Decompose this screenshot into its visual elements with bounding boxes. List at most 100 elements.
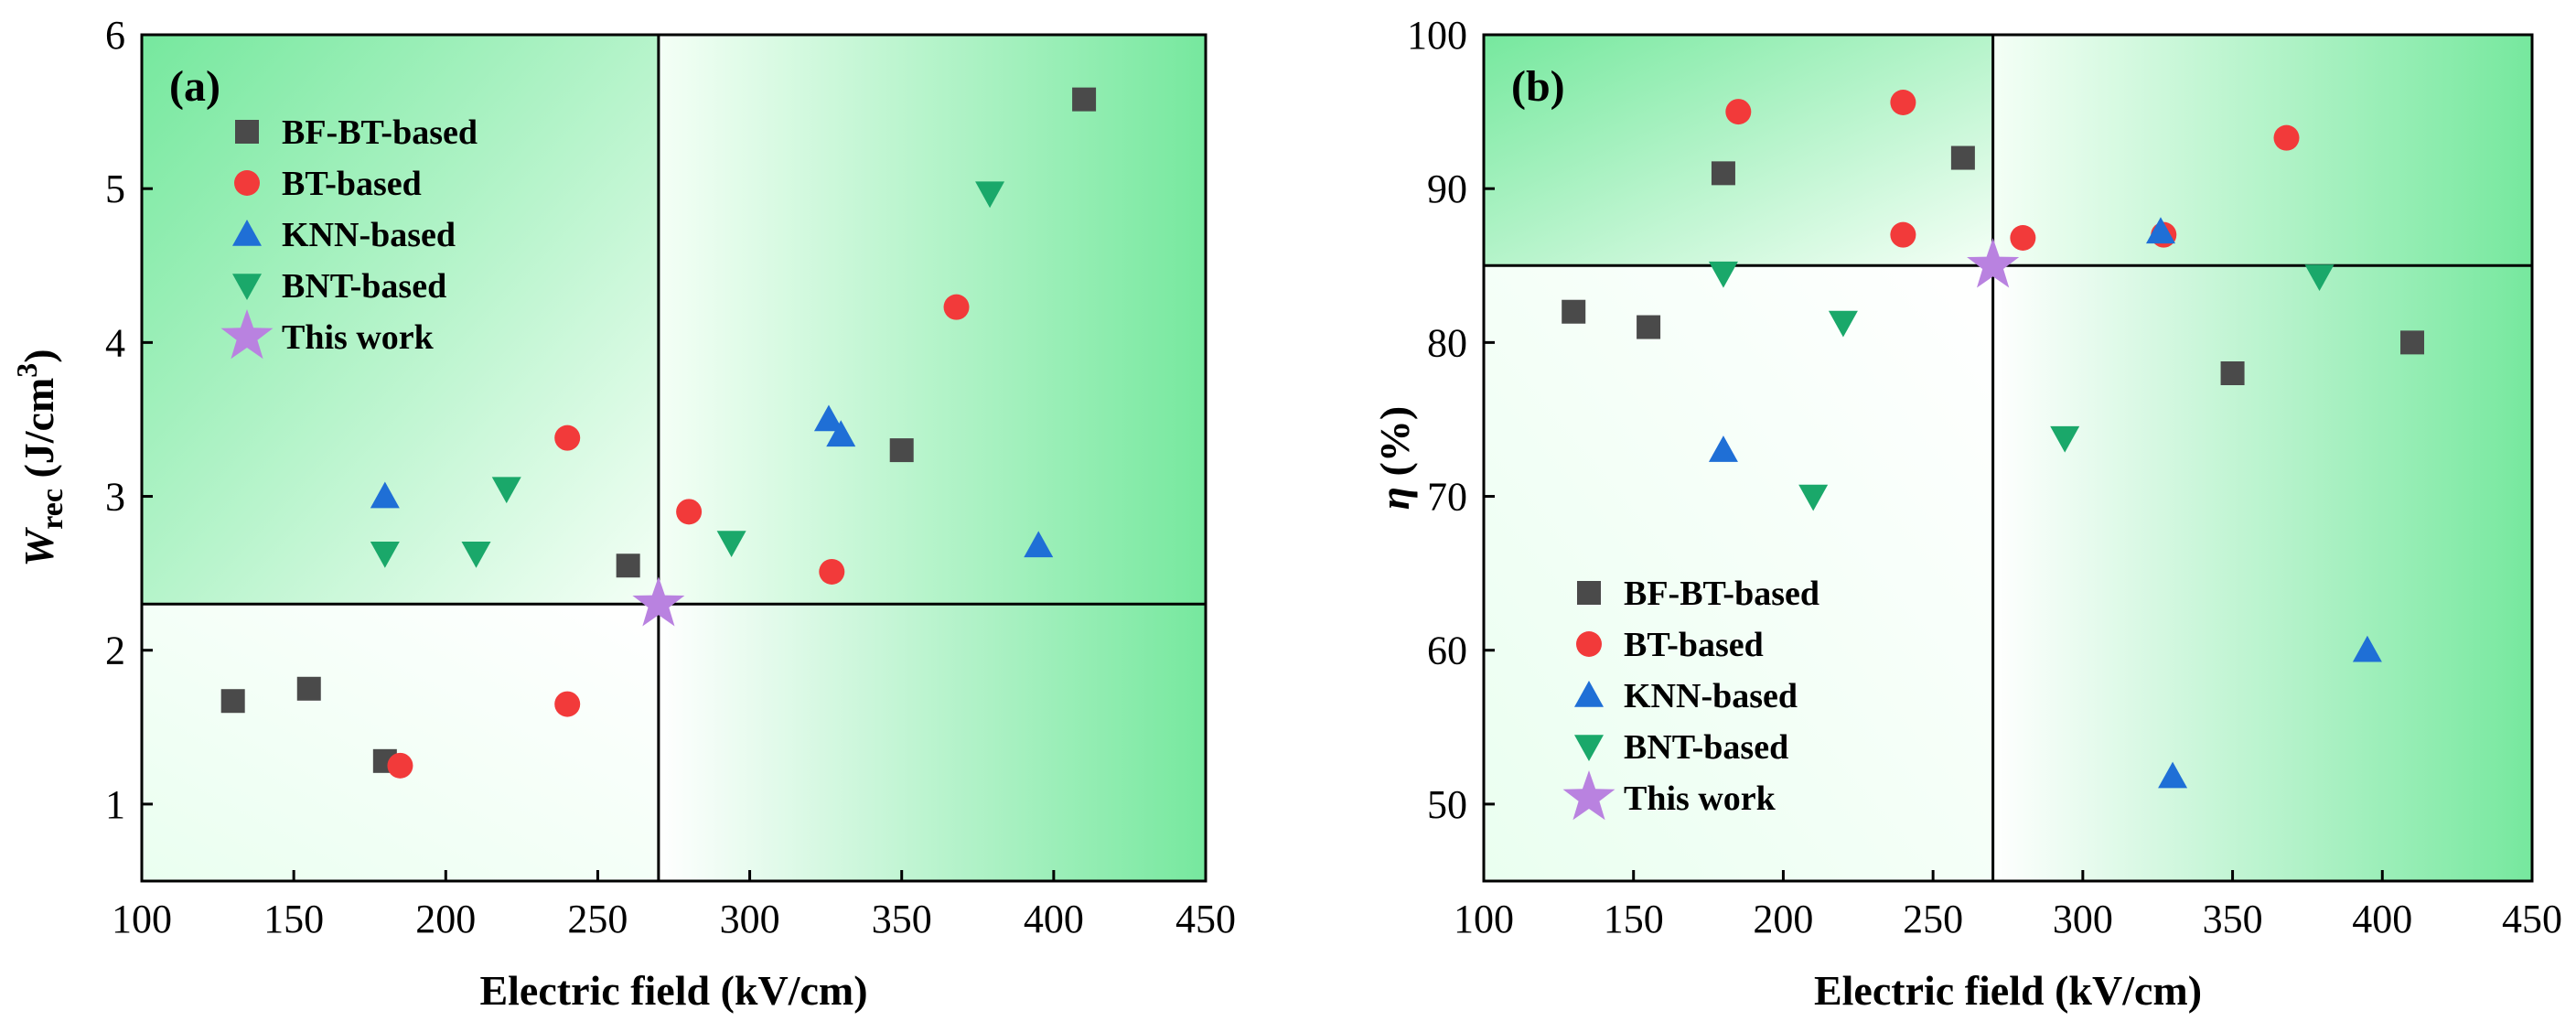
series-bnt-based: [370, 181, 1005, 568]
data-point: [1711, 161, 1735, 186]
data-point: [943, 294, 970, 320]
plot-frame: [140, 33, 1208, 883]
quadrant-bottom-left: [142, 604, 659, 881]
x-tick-label: 250: [1903, 897, 1963, 941]
y-axis-title: η (%): [1371, 406, 1418, 510]
data-point: [387, 752, 413, 779]
data-point: [1725, 99, 1752, 125]
y-axis-title: Wrec (J/cm3): [10, 349, 70, 566]
data-point: [554, 425, 581, 451]
data-point: [1708, 261, 1738, 288]
legend-label: This work: [1624, 779, 1776, 818]
panel-label: (b): [1511, 62, 1565, 111]
legend-marker: [232, 274, 262, 300]
legend-label: BT-based: [1624, 626, 1764, 664]
y-tick-label: 50: [1427, 782, 1467, 827]
legend-marker: [1576, 631, 1602, 657]
data-point: [370, 481, 400, 509]
legend-marker: [235, 120, 259, 144]
x-tick-label: 150: [263, 897, 324, 941]
x-tick-label: 400: [2352, 897, 2412, 941]
chart-panel-b: 100 150 200 250 300 350 400 450 50 60 70 80 90 100 Ele…: [1371, 13, 2562, 1014]
data-point: [1828, 310, 1858, 338]
y-tick-label: 6: [105, 13, 125, 58]
x-axis-title: Electric field (kV/cm): [1814, 967, 2202, 1014]
data-point: [1708, 435, 1738, 462]
plot-frame: [1482, 33, 2534, 883]
data-point: [1890, 90, 1916, 115]
data-point: [2352, 635, 2382, 662]
x-tick-label: 300: [720, 897, 780, 941]
y-tick-label: 80: [1427, 320, 1467, 365]
legend: BF-BT-based BT-based KNN-based BNT-based Thi…: [220, 113, 478, 360]
data-point: [889, 438, 914, 463]
quadrant-bottom-right: [658, 604, 1206, 881]
y-tick-label: 4: [105, 320, 125, 365]
legend: BF-BT-based BT-based KNN-based BNT-based Thi…: [1562, 575, 1819, 821]
data-point: [2304, 264, 2334, 292]
data-point: [2220, 361, 2245, 385]
data-point: [1890, 221, 1916, 248]
data-point: [819, 558, 845, 585]
data-point: [1950, 145, 1975, 170]
x-tick-label: 100: [112, 897, 172, 941]
series-this-work: [632, 576, 685, 627]
x-tick-label: 450: [2502, 897, 2562, 941]
y-tick-label: 5: [105, 167, 125, 211]
data-point: [813, 404, 843, 432]
quadrant-top-right: [1992, 35, 2532, 266]
data-point: [2158, 761, 2188, 789]
data-point: [2273, 124, 2300, 151]
series-knn-based: [370, 404, 1054, 558]
legend-label: BT-based: [282, 165, 422, 203]
series-knn-based: [1708, 217, 2382, 789]
data-point: [2050, 425, 2080, 453]
quadrant-top-right: [658, 35, 1206, 605]
legend-label: This work: [282, 318, 435, 357]
y-tick-label: 2: [105, 629, 125, 673]
chart-panel-a: 100 150 200 250 300 350 400 450 1 2 3 4 5 6 Electric f…: [10, 13, 1236, 1014]
x-tick-label: 400: [1024, 897, 1084, 941]
data-point: [1637, 315, 1661, 339]
data-point: [370, 541, 400, 568]
legend-label: KNN-based: [282, 216, 456, 254]
legend-label: BNT-based: [282, 267, 446, 306]
data-point: [1024, 531, 1054, 558]
data-point: [296, 676, 321, 701]
quadrant-top-left: [142, 35, 659, 605]
x-tick-label: 350: [2203, 897, 2263, 941]
legend-marker: [1562, 770, 1615, 821]
series-bt-based: [387, 294, 970, 779]
quadrant-bottom-left: [1484, 265, 1993, 882]
data-point: [1072, 87, 1097, 112]
data-point: [2145, 217, 2175, 244]
data-point: [461, 541, 491, 568]
data-point: [1562, 299, 1586, 324]
data-point: [491, 477, 521, 504]
legend-marker: [1577, 581, 1601, 605]
x-axis-title: Electric field (kV/cm): [479, 967, 867, 1014]
x-tick-label: 150: [1604, 897, 1664, 941]
legend-label: KNN-based: [1624, 677, 1798, 715]
legend-marker: [1574, 681, 1604, 707]
data-point: [616, 554, 640, 578]
legend-label: BNT-based: [1624, 728, 1788, 767]
legend-label: BF-BT-based: [282, 113, 478, 152]
data-point: [220, 689, 245, 714]
data-point: [975, 181, 1005, 209]
data-point: [1798, 484, 1829, 511]
legend-marker: [220, 309, 274, 360]
x-tick-label: 200: [415, 897, 476, 941]
data-point: [826, 420, 856, 447]
legend-marker: [232, 220, 262, 246]
data-point: [676, 499, 703, 525]
y-tick-label: 1: [105, 782, 125, 827]
x-tick-label: 350: [872, 897, 932, 941]
quadrant-bottom-right: [1992, 265, 2532, 882]
y-tick-label: 60: [1427, 629, 1467, 673]
panel-label: (a): [169, 62, 220, 111]
legend-label: BF-BT-based: [1624, 575, 1819, 613]
data-point: [716, 531, 746, 557]
y-tick-label: 90: [1427, 167, 1467, 211]
